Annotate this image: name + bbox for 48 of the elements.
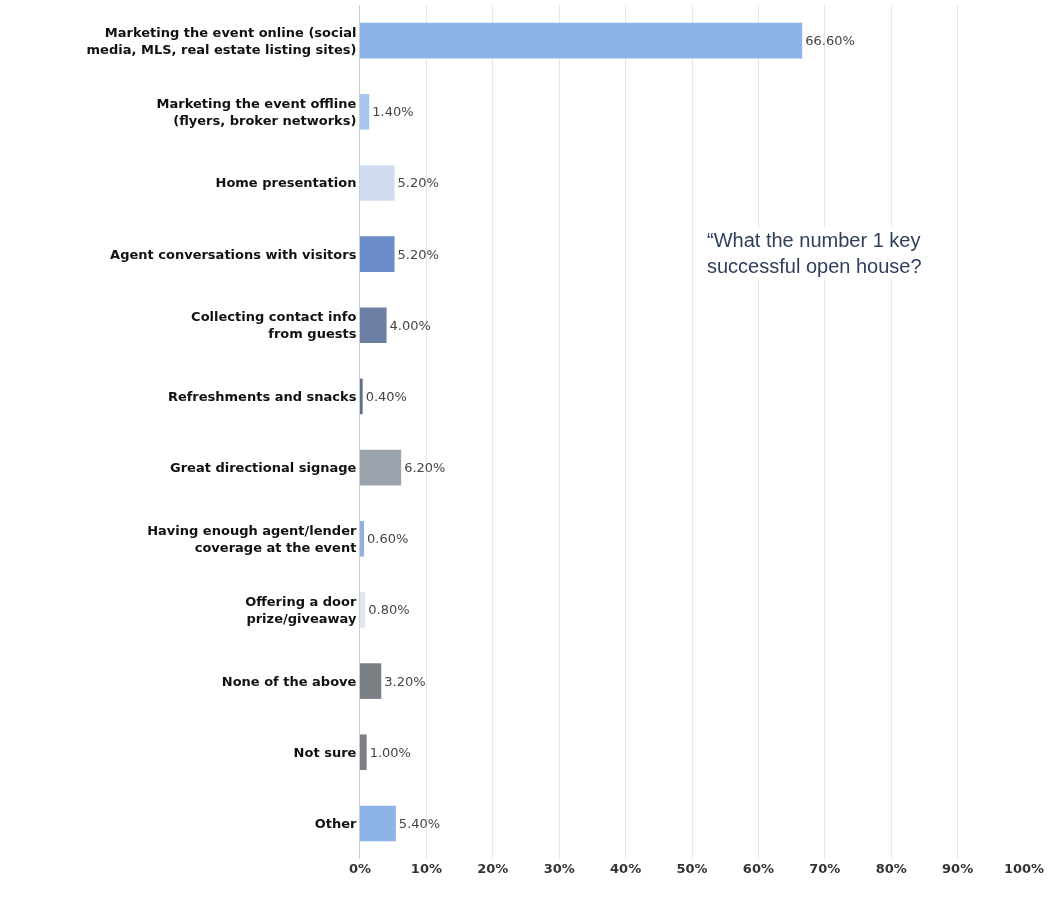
y-tick-label: Agent conversations with visitors	[110, 246, 357, 262]
annotation: “What the number 1 key successful open house?	[707, 229, 922, 277]
data-label: 0.80%	[368, 602, 410, 618]
data-label: 5.20%	[397, 246, 439, 262]
y-tick-label: Marketing the event offline (flyers, broker networks)	[156, 95, 357, 128]
bar	[360, 805, 396, 842]
y-tick-label: Great directional signage	[170, 460, 357, 476]
bar	[360, 449, 402, 486]
bar	[360, 663, 382, 699]
data-label: 66.60%	[805, 33, 855, 49]
bar	[360, 520, 364, 557]
data-label: 3.20%	[384, 673, 426, 689]
bar	[360, 22, 803, 59]
y-tick-label: Collecting contact info from guests	[191, 309, 357, 342]
bar	[360, 734, 367, 771]
y-tick-label: None of the above	[221, 673, 357, 689]
x-tick-label: 10%	[410, 861, 442, 876]
x-tick-label: 60%	[742, 861, 774, 876]
x-tick-label: 30%	[543, 861, 575, 876]
y-tick-label: Marketing the event online (social media, MLS, real estate listing sites)	[86, 24, 357, 57]
y-tick-label: Refreshments and snacks	[167, 388, 357, 404]
x-tick-label: 40%	[610, 861, 642, 876]
bar	[360, 236, 395, 272]
x-tick-label: 100%	[1003, 861, 1045, 876]
x-tick-label: 70%	[809, 861, 841, 876]
bar	[360, 165, 395, 201]
data-label: 1.40%	[372, 104, 414, 120]
x-tick-label: 80%	[875, 861, 907, 876]
bar	[360, 378, 363, 415]
x-tick-label: 20%	[477, 861, 509, 876]
bar	[360, 93, 370, 130]
y-tick-label: Not sure	[293, 744, 357, 760]
x-tick-label: 0%	[348, 861, 372, 876]
data-label: 0.40%	[365, 388, 407, 404]
x-tick-label: 50%	[676, 861, 708, 876]
x-tick-label: 90%	[942, 861, 974, 876]
data-label: 4.00%	[389, 317, 431, 333]
data-label: 6.20%	[404, 460, 446, 476]
data-label: 5.20%	[397, 175, 439, 191]
data-label: 0.60%	[366, 531, 409, 547]
y-tick-label: Offering a door prize/giveaway	[245, 594, 357, 626]
y-tick-label: Having enough agent/lender coverage at the event	[147, 522, 357, 555]
y-tick-label: Home presentation	[215, 175, 357, 191]
data-label: 1.00%	[369, 744, 411, 760]
data-label: 5.40%	[398, 815, 441, 831]
bar	[360, 307, 387, 344]
bar	[360, 592, 366, 628]
y-tick-label: Other	[314, 815, 357, 831]
